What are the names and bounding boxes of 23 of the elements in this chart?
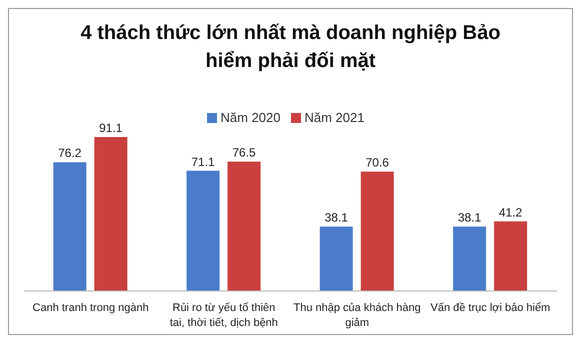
bar [186, 170, 220, 291]
data-label: 91.1 [99, 121, 123, 135]
x-tick-label: Thu nhập của khách hàng giảm [294, 302, 421, 329]
bar [94, 137, 128, 291]
data-label: 38.1 [324, 210, 348, 225]
bar [53, 162, 86, 291]
bar [360, 172, 394, 291]
bar [228, 162, 261, 291]
x-tick-label: Vấn đề trục lợi bảo hiểm [430, 302, 550, 314]
legend-label: Năm 2021 [304, 110, 364, 125]
data-label: 38.1 [458, 210, 482, 225]
bar [320, 226, 353, 291]
bar [494, 221, 528, 291]
data-label: 70.6 [366, 156, 390, 170]
bar [453, 226, 486, 291]
data-label: 76.2 [58, 146, 82, 160]
legend-label: Năm 2020 [220, 110, 280, 125]
data-label: 76.5 [232, 146, 256, 160]
x-tick-label: Canh tranh trong ngành [32, 302, 149, 314]
data-label: 41.2 [498, 205, 523, 220]
data-label: 71.1 [191, 154, 216, 169]
chart-title: 4 thách thức lớn nhất mà doanh nghiệp Bảo hiểm phải đối mặt [80, 21, 502, 74]
x-tick-label: Rủi ro từ yếu tố thiên tai, thời tiết, dịch bệnh [170, 302, 278, 329]
